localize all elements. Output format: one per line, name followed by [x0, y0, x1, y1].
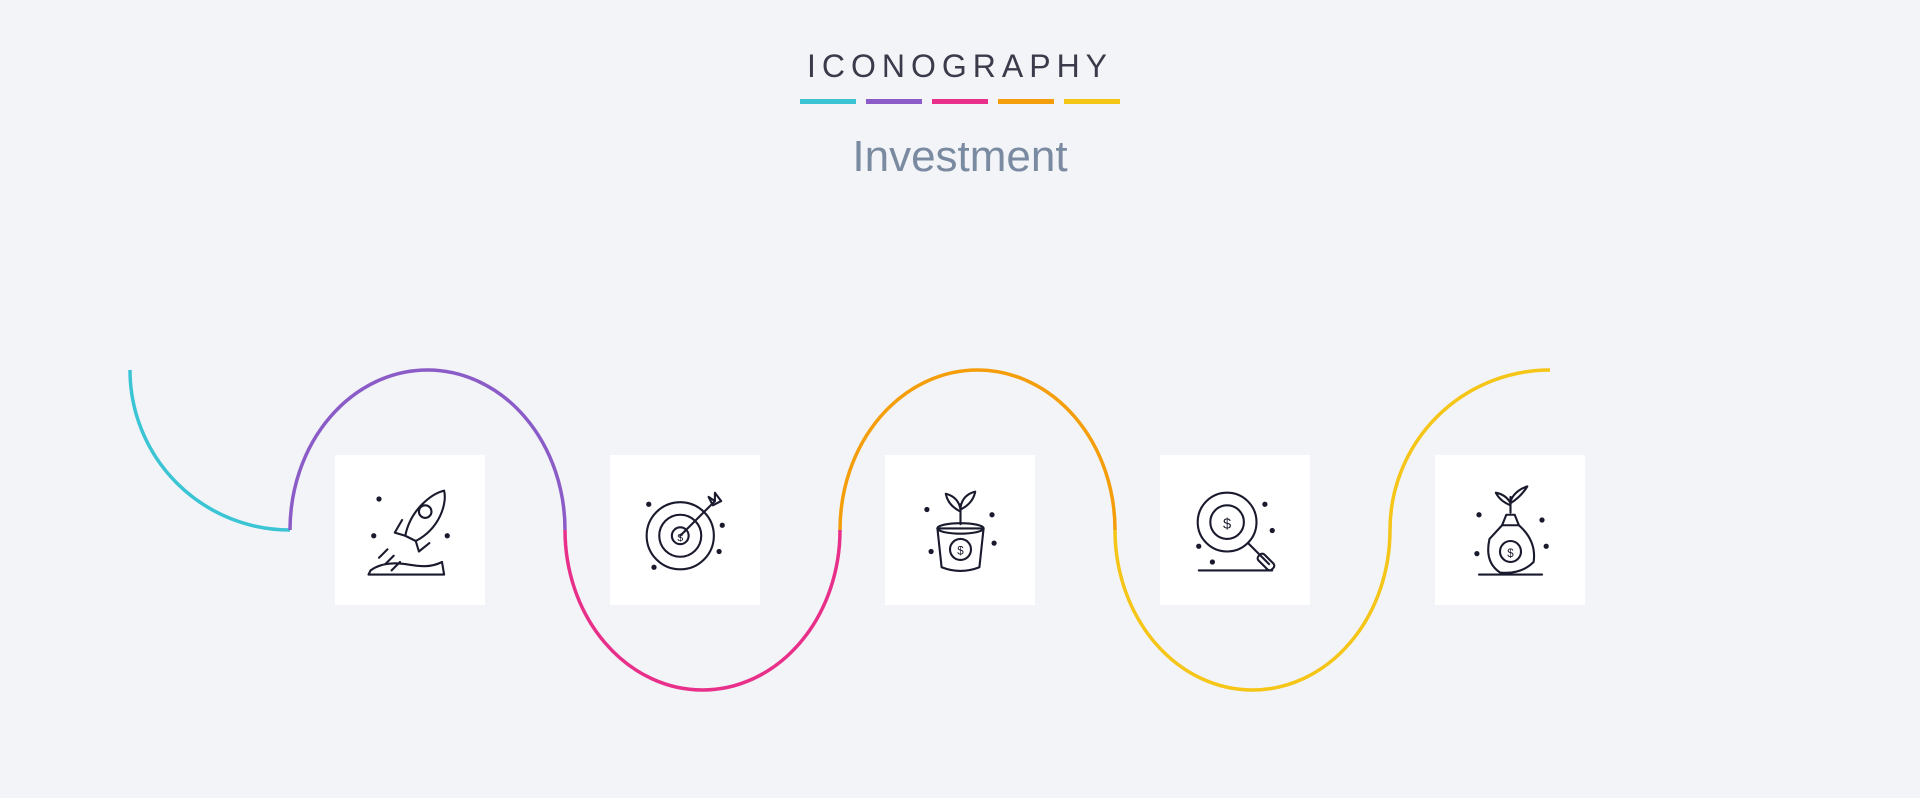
- wave-container: $ $: [0, 280, 1920, 730]
- color-bars: [0, 99, 1920, 104]
- icon-card-growth-pot: $: [885, 455, 1035, 605]
- brand-title: ICONOGRAPHY: [0, 48, 1920, 85]
- target-icon: $: [633, 478, 738, 583]
- icon-card-target: $: [610, 455, 760, 605]
- color-bar-2: [866, 99, 922, 104]
- icon-card-magnifier: $: [1160, 455, 1310, 605]
- money-bag-growth-icon: $: [1458, 478, 1563, 583]
- header: ICONOGRAPHY Investment: [0, 0, 1920, 182]
- svg-text:$: $: [957, 545, 964, 557]
- rocket-icon: [358, 478, 463, 583]
- icon-card-money-bag: $: [1435, 455, 1585, 605]
- color-bar-4: [998, 99, 1054, 104]
- icon-card-rocket: [335, 455, 485, 605]
- svg-text:$: $: [1507, 547, 1514, 559]
- subtitle: Investment: [0, 132, 1920, 182]
- svg-text:$: $: [1223, 516, 1231, 532]
- magnifier-money-icon: $: [1183, 478, 1288, 583]
- color-bar-1: [800, 99, 856, 104]
- color-bar-3: [932, 99, 988, 104]
- icon-strip: $ $: [0, 455, 1920, 605]
- color-bar-5: [1064, 99, 1120, 104]
- growth-pot-icon: $: [908, 478, 1013, 583]
